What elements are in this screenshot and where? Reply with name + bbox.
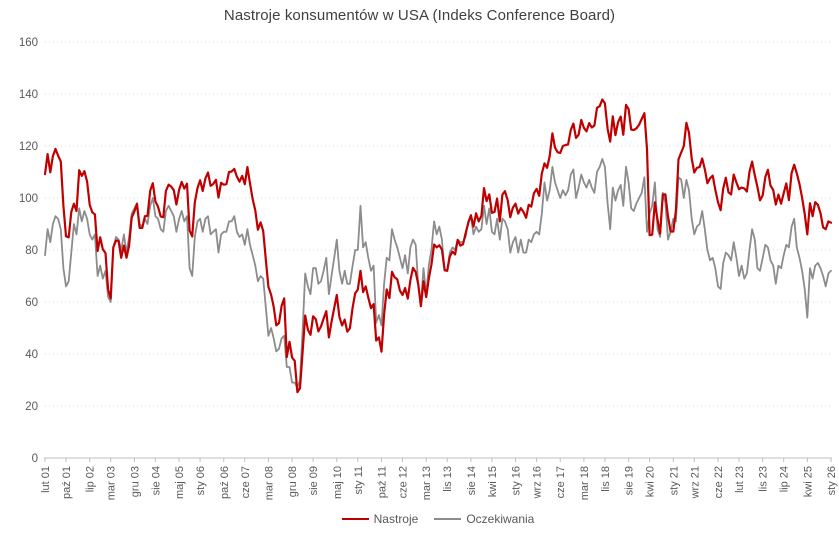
- x-axis-tick-label: kwi 25: [802, 466, 814, 497]
- y-axis-tick-label: 100: [19, 193, 38, 205]
- y-axis-tick-label: 80: [25, 245, 38, 257]
- y-axis-tick-label: 160: [19, 37, 38, 49]
- x-axis-tick-label: gru 08: [287, 466, 299, 497]
- x-axis-tick-label: sty 21: [668, 466, 680, 495]
- x-axis-tick-label: lip 02: [85, 466, 97, 492]
- x-axis-tick-label: paź 06: [219, 466, 231, 499]
- y-axis-tick-label: 140: [19, 89, 38, 101]
- legend-label-nastroje: Nastroje: [373, 512, 419, 526]
- x-axis-tick-label: lip 24: [779, 466, 791, 492]
- x-axis-tick-label: cze 22: [713, 466, 725, 498]
- x-axis-tick-label: lis 18: [600, 466, 612, 492]
- x-axis-tick-label: sie 09: [308, 466, 320, 495]
- x-axis-tick-label: sie 19: [624, 466, 636, 495]
- legend-item-oczekiwania: Oczekiwania: [434, 512, 534, 526]
- series-line-nastroje: [43, 98, 833, 394]
- x-axis-tick-label: mar 13: [421, 466, 433, 500]
- x-axis-tick-label: maj 10: [332, 466, 344, 499]
- y-axis-tick-label: 40: [25, 349, 38, 361]
- x-axis-tick-label: wrz 21: [689, 466, 701, 499]
- x-axis-tick-label: sty 06: [195, 466, 207, 495]
- x-axis-tick-label: gru 03: [129, 466, 141, 497]
- oczekiwania-line-swatch-icon: [434, 518, 462, 520]
- x-axis-tick-label: sie 04: [150, 466, 162, 495]
- series-line-oczekiwania: [44, 158, 832, 389]
- nastroje-line-swatch-icon: [341, 518, 369, 520]
- x-axis-tick-label: paź 01: [61, 466, 73, 499]
- x-axis-tick-label: lut 01: [40, 466, 52, 493]
- x-axis-tick-label: sty 11: [353, 466, 365, 495]
- y-axis-tick-label: 0: [32, 453, 38, 465]
- x-axis-tick-label: kwi 15: [487, 466, 499, 497]
- y-axis-tick-label: 60: [25, 297, 38, 309]
- x-axis-tick-label: cze 12: [398, 466, 410, 498]
- legend-label-oczekiwania: Oczekiwania: [466, 512, 535, 526]
- x-axis-tick-label: sty 16: [511, 466, 523, 495]
- x-axis-tick-label: sty 26: [826, 466, 838, 495]
- x-axis-tick-label: lis 13: [442, 466, 454, 492]
- x-axis-tick-label: sie 14: [466, 466, 478, 495]
- x-axis-tick-label: maj 05: [174, 466, 186, 499]
- x-axis-tick-label: mar 03: [106, 466, 118, 500]
- x-axis-tick-label: kwi 20: [645, 466, 657, 497]
- chart-title: Nastroje konsumentów w USA (Indeks Confe…: [223, 7, 616, 24]
- x-axis-tick-label: lis 23: [758, 466, 770, 492]
- legend-item-nastroje: Nastroje: [341, 512, 419, 526]
- legend: Nastroje Oczekiwania: [45, 512, 831, 526]
- x-axis-tick-label: mar 18: [579, 466, 591, 500]
- y-axis-tick-label: 120: [19, 141, 38, 153]
- x-axis-tick-label: cze 17: [555, 466, 567, 498]
- y-axis-tick-label: 20: [25, 401, 38, 413]
- x-axis-tick-label: wrz 16: [532, 466, 544, 499]
- x-axis-tick-label: mar 08: [263, 466, 275, 500]
- x-axis-tick-label: cze 07: [240, 466, 252, 498]
- x-axis-tick-label: paź 11: [376, 466, 388, 498]
- x-axis-tick-label: lut 23: [734, 466, 746, 493]
